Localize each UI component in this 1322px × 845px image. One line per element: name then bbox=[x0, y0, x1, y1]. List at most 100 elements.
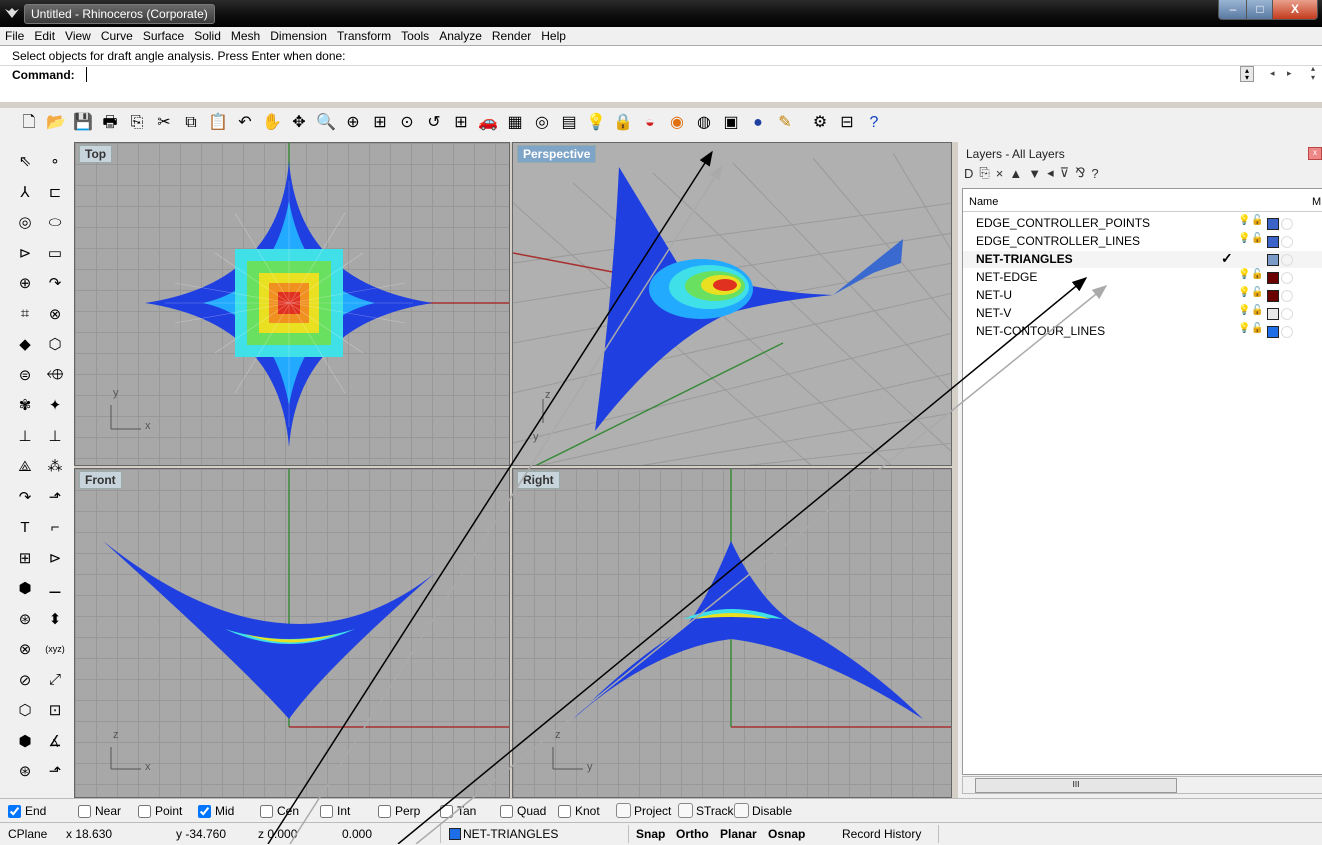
left-tool-31-icon[interactable]: ⊛ bbox=[18, 610, 32, 628]
layer-name[interactable]: NET-TRIANGLES bbox=[976, 252, 1073, 266]
left-tool-40-icon[interactable]: ∡ bbox=[48, 732, 62, 750]
column-header-material[interactable]: M bbox=[1312, 196, 1322, 208]
layer-color-swatch[interactable] bbox=[1267, 290, 1279, 302]
menu-edit[interactable]: Edit bbox=[34, 29, 56, 43]
move-down-icon[interactable]: ▼ bbox=[1028, 165, 1042, 181]
maximize-button[interactable]: □ bbox=[1246, 0, 1274, 20]
material-circle-icon[interactable] bbox=[1281, 218, 1293, 230]
material-circle-icon[interactable] bbox=[1281, 236, 1293, 248]
layer-name[interactable]: NET-EDGE bbox=[976, 270, 1038, 284]
left-tool-42-icon[interactable]: ⬏ bbox=[48, 763, 62, 780]
osnap-mid[interactable]: Mid bbox=[198, 804, 234, 818]
menu-dimension[interactable]: Dimension bbox=[270, 29, 327, 43]
undo-view-icon[interactable]: ↺ bbox=[427, 114, 441, 131]
left-tool-15-icon[interactable]: ⊜ bbox=[18, 366, 32, 384]
move-up-icon[interactable]: ▲ bbox=[1009, 165, 1023, 181]
layer-row[interactable]: NET-TRIANGLES ✓ bbox=[963, 250, 1322, 268]
command-scroll-arrows[interactable]: ◂ ▸ bbox=[1270, 68, 1292, 78]
analyze-icon[interactable]: ✎ bbox=[778, 114, 792, 131]
layer-row[interactable]: NET-EDGE 💡 🔓 bbox=[963, 269, 1322, 286]
scrollbar-thumb[interactable]: III bbox=[975, 778, 1177, 793]
shade-icon[interactable]: ◒ bbox=[645, 114, 655, 131]
unlock-icon[interactable]: 🔓 bbox=[1251, 287, 1264, 298]
material-circle-icon[interactable] bbox=[1281, 254, 1293, 266]
menu-file[interactable]: File bbox=[5, 29, 25, 43]
material-circle-icon[interactable] bbox=[1281, 308, 1293, 320]
left-tool-16-icon[interactable]: ⬲ bbox=[46, 366, 64, 383]
new-layer-icon[interactable]: D bbox=[964, 165, 974, 181]
menu-solid[interactable]: Solid bbox=[194, 29, 221, 43]
project-toggle-box[interactable] bbox=[616, 803, 631, 818]
left-tool-11-icon[interactable]: ⌗ bbox=[20, 305, 30, 322]
left-tool-7-icon[interactable]: ⊳ bbox=[18, 244, 32, 262]
left-tool-10-icon[interactable]: ↷ bbox=[48, 275, 62, 292]
minimize-button[interactable]: – bbox=[1218, 0, 1248, 20]
layer-row[interactable]: EDGE_CONTROLLER_LINES 💡 🔓 bbox=[963, 233, 1322, 250]
options-icon[interactable]: ⚙ bbox=[812, 114, 828, 131]
left-tool-27-icon[interactable]: ⊞ bbox=[18, 549, 32, 567]
render-icon[interactable]: ◍ bbox=[697, 114, 711, 131]
left-tool-19-icon[interactable]: ⊥ bbox=[18, 427, 32, 445]
left-tool-23-icon[interactable]: ↷ bbox=[18, 488, 32, 506]
visibility-bulb-icon[interactable]: 💡 bbox=[1238, 233, 1251, 244]
save-icon[interactable]: 💾 bbox=[73, 114, 93, 131]
rotate-view-icon[interactable]: ✥ bbox=[292, 114, 306, 131]
osnap-near-checkbox[interactable] bbox=[78, 804, 91, 818]
layer-icon[interactable]: ▣ bbox=[723, 114, 739, 131]
planar-toggle[interactable]: Planar bbox=[720, 827, 757, 841]
osnap-cen-checkbox[interactable] bbox=[260, 804, 273, 818]
osnap-quad[interactable]: Quad bbox=[500, 804, 546, 818]
visibility-bulb-icon[interactable]: 💡 bbox=[1238, 305, 1251, 316]
paste-icon[interactable]: 📋 bbox=[208, 114, 228, 131]
layer-name[interactable]: NET-CONTOUR_LINES bbox=[976, 324, 1106, 338]
disable-toggle-box[interactable] bbox=[734, 803, 749, 818]
osnap-perp-checkbox[interactable] bbox=[378, 804, 391, 818]
current-layer[interactable]: NET-TRIANGLES bbox=[463, 827, 559, 841]
layer-row[interactable]: NET-CONTOUR_LINES 💡 🔓 bbox=[963, 323, 1322, 340]
left-tool-30-icon[interactable]: ⚊ bbox=[48, 580, 62, 597]
menu-render[interactable]: Render bbox=[491, 29, 532, 43]
osnap-tan-checkbox[interactable] bbox=[440, 804, 453, 818]
menu-analyze[interactable]: Analyze bbox=[439, 29, 482, 43]
disable-toggle[interactable]: Disable bbox=[734, 803, 792, 818]
unlock-icon[interactable]: 🔓 bbox=[1251, 215, 1264, 226]
left-tool-33-icon[interactable]: ⊗ bbox=[18, 641, 32, 658]
menu-mesh[interactable]: Mesh bbox=[230, 29, 261, 43]
viewport-title-top[interactable]: Top bbox=[79, 145, 113, 163]
sphere-icon[interactable]: ● bbox=[753, 114, 763, 131]
left-tool-41-icon[interactable]: ⊛ bbox=[18, 763, 32, 780]
layer-row[interactable]: NET-U 💡 🔓 bbox=[963, 287, 1322, 304]
left-tool-25-icon[interactable]: T bbox=[20, 518, 30, 536]
unlock-icon[interactable]: 🔓 bbox=[1251, 305, 1264, 316]
osnap-icon[interactable]: ◎ bbox=[535, 114, 549, 131]
layer-color-swatch[interactable] bbox=[1267, 254, 1279, 266]
left-tool-4-icon[interactable]: ⊏ bbox=[48, 183, 62, 201]
viewport-title-right[interactable]: Right bbox=[517, 471, 560, 489]
print-icon[interactable]: 🖶 bbox=[102, 114, 118, 131]
viewport-front[interactable]: Front z x bbox=[74, 468, 510, 798]
left-tool-8-icon[interactable]: ▭ bbox=[47, 244, 63, 262]
grid-icon[interactable]: ▦ bbox=[507, 114, 523, 131]
left-tool-38-icon[interactable]: ⊡ bbox=[48, 702, 62, 719]
left-tool-22-icon[interactable]: ⁂ bbox=[47, 458, 63, 475]
pan-icon[interactable]: ✋ bbox=[262, 114, 282, 131]
left-tool-34-icon[interactable]: (xyz) bbox=[45, 644, 65, 654]
layer-list-scrollbar[interactable]: III bbox=[962, 776, 1322, 794]
osnap-tan[interactable]: Tan bbox=[440, 804, 476, 818]
history-spinner[interactable]: ▴ ▾ bbox=[1240, 66, 1254, 82]
osnap-quad-checkbox[interactable] bbox=[500, 804, 513, 818]
layer-name[interactable]: NET-V bbox=[976, 306, 1012, 320]
snap-toggle[interactable]: Snap bbox=[636, 827, 666, 841]
left-tool-29-icon[interactable]: ⬢ bbox=[18, 580, 32, 597]
color-wheel-icon[interactable]: ◉ bbox=[670, 114, 684, 131]
layer-color-swatch[interactable] bbox=[1267, 218, 1279, 230]
left-tool-26-icon[interactable]: ⌐ bbox=[50, 518, 60, 536]
material-circle-icon[interactable] bbox=[1281, 326, 1293, 338]
menu-view[interactable]: View bbox=[65, 29, 91, 43]
delete-layer-icon[interactable]: × bbox=[995, 165, 1004, 181]
left-tool-17-icon[interactable]: ✾ bbox=[18, 397, 32, 414]
left-tool-3-icon[interactable]: ⅄ bbox=[20, 183, 30, 201]
osnap-point-checkbox[interactable] bbox=[138, 804, 151, 818]
unlock-icon[interactable]: 🔓 bbox=[1251, 323, 1264, 334]
menu-help[interactable]: Help bbox=[541, 29, 566, 43]
